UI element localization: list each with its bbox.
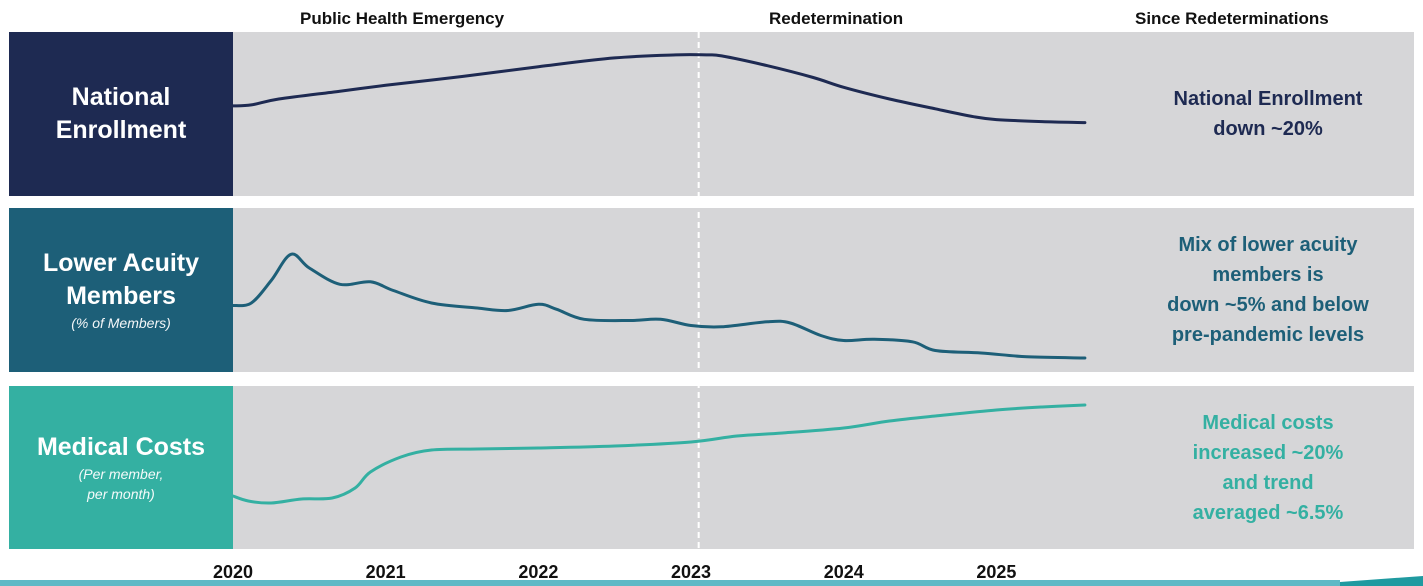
bottom-accent-bar xyxy=(0,580,1340,586)
x-tick-label: 2020 xyxy=(213,562,253,582)
phase-header-public-health-emergency: Public Health Emergency xyxy=(300,9,505,28)
enrollment-line xyxy=(231,53,1087,125)
x-tick-label: 2024 xyxy=(824,562,864,582)
note-medical-costs: Medical costs increased ~20% and trend a… xyxy=(1192,411,1344,524)
acuity-line xyxy=(231,252,1087,360)
x-tick-label: 2023 xyxy=(671,562,711,582)
chart-panel-costs xyxy=(233,386,1414,549)
row-label-national-enrollment: National Enrollment xyxy=(9,32,233,196)
phase-header-since-redeterminations: Since Redeterminations xyxy=(1135,9,1329,28)
chart-panel-acuity xyxy=(233,208,1414,372)
row-label-lower-acuity: Lower Acuity Members (% of Members) xyxy=(9,208,233,372)
row-label-medical-costs: Medical Costs (Per member, per month) xyxy=(9,386,233,549)
row-title: Medical Costs xyxy=(36,433,206,461)
x-tick-label: 2025 xyxy=(976,562,1016,582)
row-title: National Enrollment xyxy=(55,83,187,144)
row-title: Lower Acuity Members xyxy=(42,249,200,310)
note-national-enrollment: National Enrollment down ~20% xyxy=(1173,88,1363,140)
row-subtitle: (Per member, per month) xyxy=(78,466,164,502)
x-tick-label: 2022 xyxy=(518,562,558,582)
phase-header-redetermination: Redetermination xyxy=(769,9,904,28)
note-lower-acuity: Mix of lower acuity members is down ~5% … xyxy=(1167,234,1369,346)
costs-line xyxy=(231,403,1087,505)
row-subtitle: (% of Members) xyxy=(71,315,171,331)
corner-accent-tab xyxy=(1340,576,1423,586)
x-tick-label: 2021 xyxy=(366,562,406,582)
chart-panel-enrollment xyxy=(233,32,1414,196)
